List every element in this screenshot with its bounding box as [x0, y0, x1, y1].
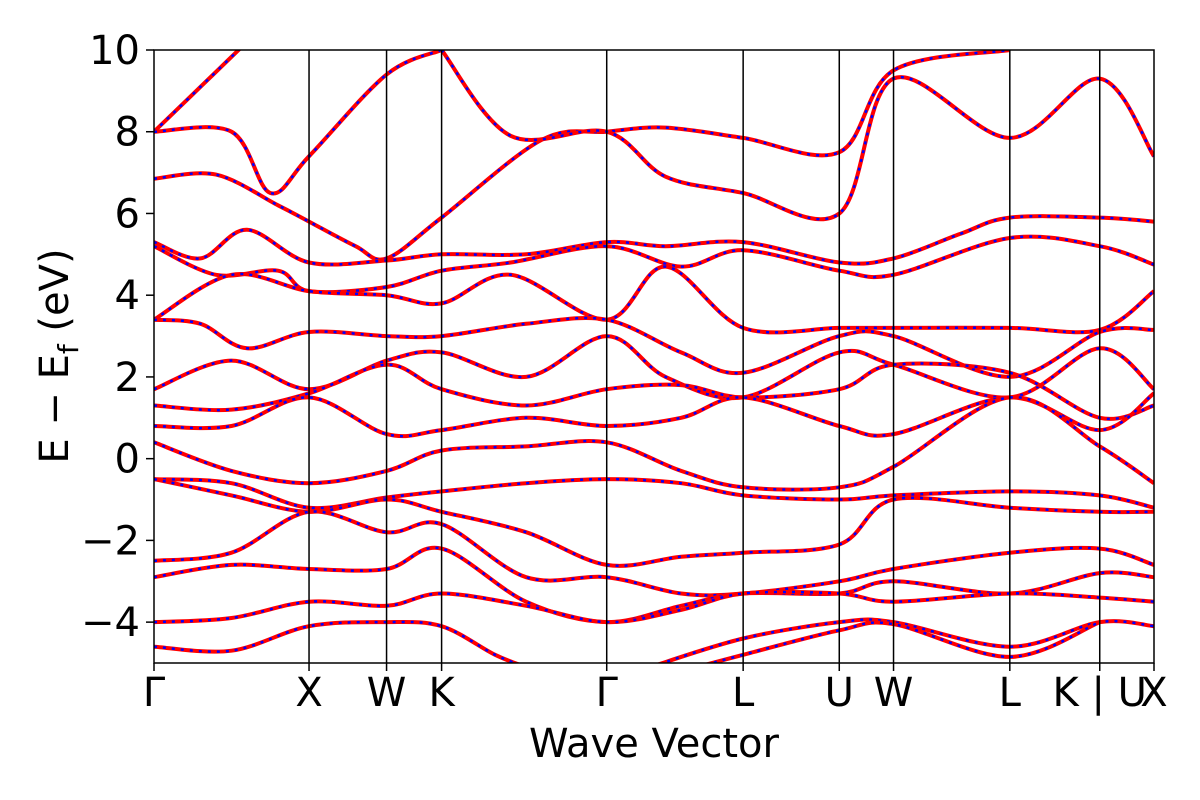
band-lines: [154, 50, 1154, 663]
plot-frame: [153, 49, 1155, 664]
x-tick-label: Γ: [596, 670, 619, 716]
band-line-dashed: [154, 50, 1011, 261]
band-line-dashed: [440, 50, 1154, 221]
band-line-dashed: [154, 546, 1154, 624]
band-line-solid: [154, 334, 1154, 401]
y-axis-label-subscript: f: [52, 343, 85, 354]
band-line-solid: [154, 264, 1154, 335]
band-line-dashed: [154, 510, 1154, 597]
y-tick-label: 6: [115, 191, 140, 237]
kpoint-divider-lines: [308, 50, 1101, 663]
band-line-dashed: [707, 620, 1101, 663]
y-axis-ticks: −4 −2 0 2 4 6 8 10: [81, 28, 154, 646]
band-line-dashed: [154, 392, 1154, 438]
x-tick-label: W: [367, 670, 407, 716]
x-tick-label: L: [732, 670, 755, 716]
y-tick-label: 2: [115, 355, 140, 401]
band-line-dashed: [154, 265, 1154, 334]
band-line-solid: [154, 395, 1154, 492]
y-tick-label: −2: [81, 518, 140, 564]
band-line-solid: [154, 589, 1154, 625]
band-line-solid: [154, 545, 1154, 625]
band-line-solid: [154, 619, 521, 663]
x-tick-label: L: [999, 670, 1022, 716]
x-tick-label: K | U: [1053, 670, 1147, 716]
x-tick-label: Γ: [143, 670, 166, 716]
band-line-solid: [704, 620, 1101, 663]
y-tick-label: −4: [81, 600, 140, 646]
x-tick-label: W: [874, 670, 914, 716]
x-axis-label: Wave Vector: [529, 721, 780, 767]
band-line-solid: [154, 50, 1011, 262]
band-line-dashed: [154, 477, 1154, 510]
y-axis-label: E − Ef (eV): [32, 248, 85, 463]
y-tick-label: 0: [115, 437, 140, 483]
band-line-dashed: [154, 214, 1154, 266]
band-line-dashed: [154, 50, 241, 133]
band-line-dashed: [154, 396, 1154, 491]
x-tick-label: X: [295, 670, 322, 716]
y-tick-label: 8: [115, 110, 140, 156]
band-line-solid: [154, 509, 1154, 598]
x-tick-label: U: [825, 670, 854, 716]
y-tick-label: 10: [89, 28, 140, 74]
band-line-dashed: [154, 316, 1154, 379]
band-line-dashed: [154, 362, 1154, 421]
band-line-dashed: [154, 235, 1154, 294]
x-tick-label: X: [1140, 670, 1167, 716]
y-axis-label-unit: (eV): [32, 248, 78, 344]
band-line-dashed: [154, 620, 519, 663]
x-tick-label: K: [428, 670, 456, 716]
y-tick-label: 4: [115, 273, 140, 319]
y-axis-label-main: E − E: [32, 354, 78, 464]
